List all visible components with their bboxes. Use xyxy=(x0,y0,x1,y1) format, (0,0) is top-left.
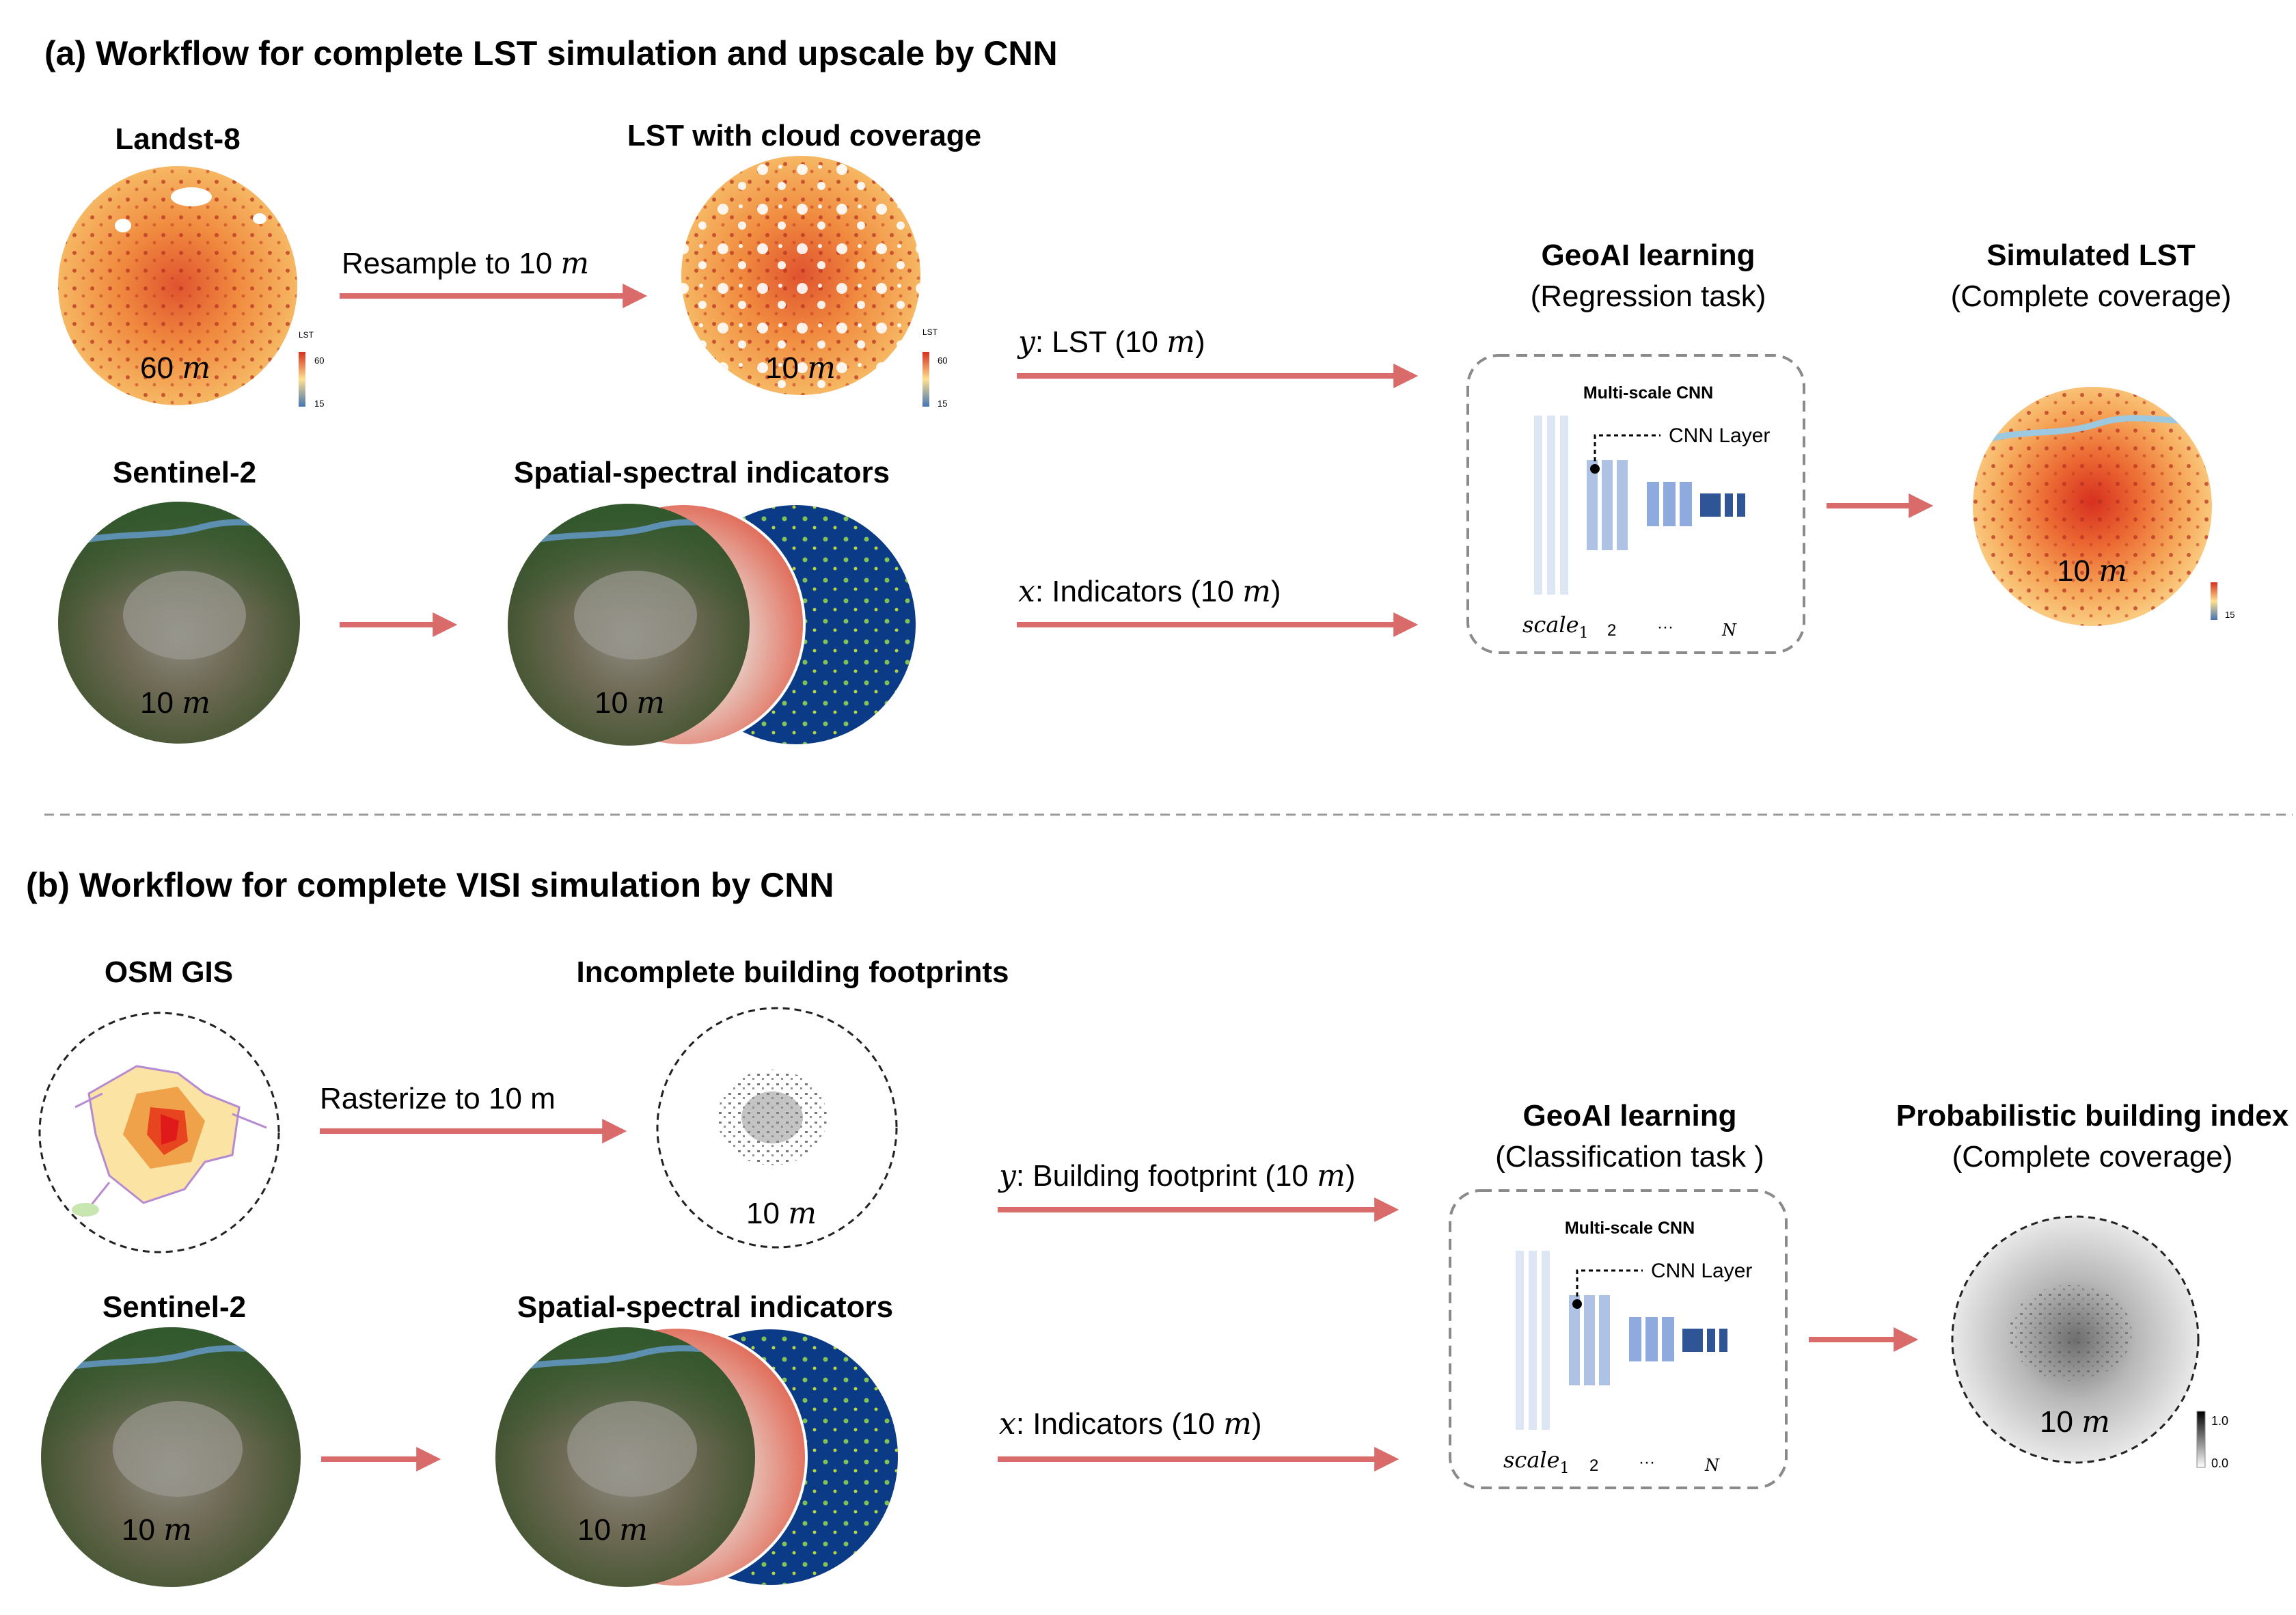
indicators-b-resolution: 10 m xyxy=(577,1512,648,1547)
legend-colorbar xyxy=(922,352,929,407)
geoai-a-title: GeoAI learning xyxy=(1542,239,1755,272)
sentinel-a-resolution: 10 m xyxy=(140,686,210,720)
lst-cloud-resolution: 10 m xyxy=(765,351,836,385)
cnn-b-scale-dots: ··· xyxy=(1639,1453,1655,1471)
cnn-b-box: Multi-scale CNN CNN Layer scale1 2 ··· N xyxy=(1449,1189,1788,1489)
legend-colorbar xyxy=(2196,1411,2206,1468)
simulated-lst-map xyxy=(1973,387,2212,626)
indicators-a-resolution: 10 m xyxy=(594,686,665,720)
cnn-a-layer-leader xyxy=(1594,434,1660,469)
footprint-map xyxy=(656,1007,898,1249)
footprint-label: Incomplete building footprints xyxy=(576,955,1009,989)
prob-index-legend: 1.0 0.0 xyxy=(2196,1411,2228,1470)
legend-colorbar xyxy=(299,352,305,407)
y-lst-label: y: LST (10 m) xyxy=(1017,325,1205,359)
simulated-lst-sub: (Complete coverage) xyxy=(1951,280,2232,313)
legend-min: 15 xyxy=(2225,610,2234,620)
prob-index-sub: (Complete coverage) xyxy=(1952,1140,2233,1173)
osm-map xyxy=(38,1012,280,1253)
indicators-a-stack xyxy=(508,502,916,747)
landsat-lst-map xyxy=(58,166,297,405)
simulated-lst-resolution: 10 m xyxy=(2057,554,2127,588)
cnn-a-title: Multi-scale CNN xyxy=(1583,383,1713,403)
legend-max: 60 xyxy=(938,355,947,366)
indicators-b-stack xyxy=(495,1326,898,1588)
resample-label: Resample to 10 m xyxy=(342,246,589,281)
cnn-a-scale2: 2 xyxy=(1607,621,1616,640)
legend-title: LST xyxy=(299,330,314,340)
simulated-lst-title: Simulated LST xyxy=(1986,239,2196,272)
indicators-a-label: Spatial-spectral indicators xyxy=(514,456,890,489)
x-indicators-a-label: x: Indicators (10 m) xyxy=(1018,574,1281,609)
part-a-title: (a) Workflow for complete LST simulation… xyxy=(44,34,1058,72)
legend-max: 1.0 xyxy=(2211,1414,2228,1428)
sentinel-b-resolution: 10 m xyxy=(122,1512,192,1547)
sentinel-a-label: Sentinel-2 xyxy=(113,456,256,489)
geoai-b-title: GeoAI learning xyxy=(1523,1099,1737,1132)
x-indicators-b-label: x: Indicators (10 m) xyxy=(999,1407,1261,1441)
landsat-lst-legend: LST 60 15 xyxy=(299,330,324,409)
cnn-b-scale1: scale1 xyxy=(1503,1447,1570,1477)
y-footprint-label: y: Building footprint (10 m) xyxy=(998,1158,1356,1193)
cnn-a-scaleN-layers xyxy=(1700,493,1745,517)
cnn-b-scale1-layers xyxy=(1516,1251,1550,1430)
legend-max: 60 xyxy=(314,355,324,366)
cnn-b-scaleN-layers xyxy=(1682,1329,1727,1352)
footprint-resolution: 10 m xyxy=(746,1196,817,1231)
cnn-b-scale2: 2 xyxy=(1589,1456,1598,1475)
lst-cloud-label: LST with cloud coverage xyxy=(627,119,981,152)
legend-min: 15 xyxy=(938,398,947,409)
sentinel-b-label: Sentinel-2 xyxy=(102,1290,246,1324)
geoai-a-task: (Regression task) xyxy=(1531,280,1766,313)
indicator-satellite-layer xyxy=(495,1327,755,1587)
legend-title: LST xyxy=(922,327,938,337)
lst-cloud-map xyxy=(681,156,920,395)
part-b-title: (b) Workflow for complete VISI simulatio… xyxy=(26,866,834,904)
indicators-b-label: Spatial-spectral indicators xyxy=(517,1290,893,1324)
rasterize-label: Rasterize to 10 m xyxy=(320,1082,556,1115)
landsat-label: Landst-8 xyxy=(115,122,240,156)
cnn-b-layer-label: CNN Layer xyxy=(1651,1260,1752,1282)
cnn-a-scale-dots: ··· xyxy=(1657,618,1673,636)
landsat-resolution: 60 m xyxy=(140,351,210,385)
cnn-a-layer-label: CNN Layer xyxy=(1669,424,1770,447)
cnn-b-layer-leader xyxy=(1576,1269,1643,1304)
cnn-b-scaleN: N xyxy=(1704,1456,1720,1475)
cnn-a-box: Multi-scale CNN CNN Layer scale1 2 ··· N xyxy=(1466,354,1805,654)
prob-index-resolution: 10 m xyxy=(2040,1404,2110,1439)
indicator-satellite-layer xyxy=(508,504,750,746)
legend-colorbar xyxy=(2211,582,2217,620)
legend-min: 15 xyxy=(314,398,324,409)
cnn-b-scale2-layers xyxy=(1569,1295,1610,1385)
cnn-a-scaleN: N xyxy=(1721,621,1737,640)
legend-min: 0.0 xyxy=(2211,1456,2228,1470)
cnn-a-scale1: scale1 xyxy=(1522,612,1589,642)
cnn-a-scale3-layers xyxy=(1647,482,1692,526)
sentinel-a-image xyxy=(58,502,300,744)
cnn-a-scale2-layers xyxy=(1587,460,1628,550)
prob-index-map xyxy=(1951,1215,2200,1464)
cnn-b-scale3-layers xyxy=(1629,1317,1674,1361)
geoai-b-task: (Classification task ) xyxy=(1495,1140,1764,1173)
prob-index-title: Probabilistic building index xyxy=(1896,1099,2289,1132)
sentinel-b-image xyxy=(41,1327,301,1587)
cnn-a-scale1-layers xyxy=(1534,416,1568,595)
simulated-lst-legend: 15 xyxy=(2211,582,2234,620)
cnn-b-title: Multi-scale CNN xyxy=(1565,1219,1695,1238)
osm-label: OSM GIS xyxy=(105,955,233,989)
lst-cloud-legend: LST 60 15 xyxy=(922,327,947,409)
